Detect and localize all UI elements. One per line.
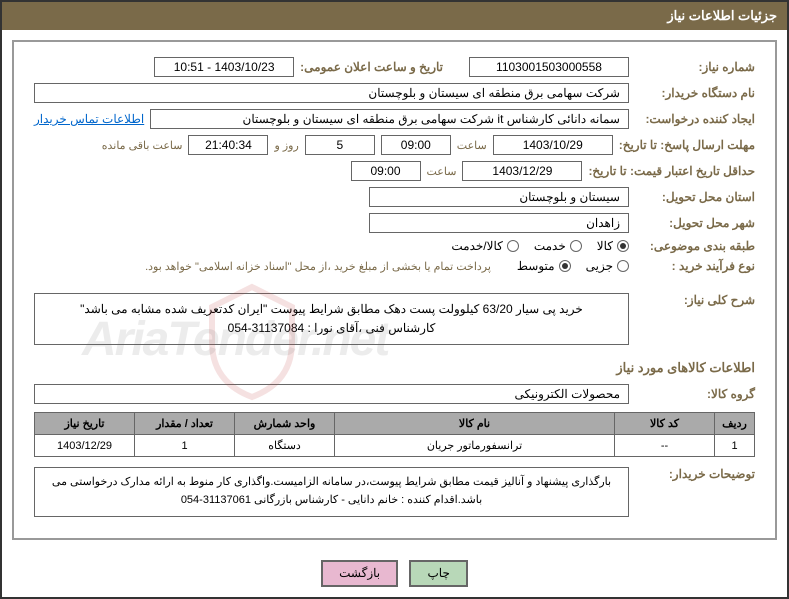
radio-service-icon <box>570 240 582 252</box>
remaining-label: ساعت باقی مانده <box>102 139 183 152</box>
radio-medium[interactable]: متوسط <box>517 259 571 273</box>
panel-header: جزئیات اطلاعات نیاز <box>2 2 787 30</box>
requester-value: سمانه دانائی کارشناس it شرکت سهامی برق م… <box>150 109 629 129</box>
payment-note: پرداخت تمام یا بخشی از مبلغ خرید ،از محل… <box>145 260 491 273</box>
td-unit: دستگاه <box>235 435 335 457</box>
th-unit: واحد شمارش <box>235 413 335 435</box>
radio-service-label: خدمت <box>534 239 566 253</box>
response-time-value: 09:00 <box>381 135 451 155</box>
button-row: چاپ بازگشت <box>2 550 787 597</box>
delivery-province-label: استان محل تحویل: <box>635 190 755 204</box>
radio-minor-label: جزیی <box>586 259 613 273</box>
days-count-value: 5 <box>305 135 375 155</box>
requester-label: ایجاد کننده درخواست: <box>635 112 755 126</box>
radio-goods-label: کالا <box>597 239 613 253</box>
th-qty: تعداد / مقدار <box>135 413 235 435</box>
days-label: روز و <box>274 139 298 152</box>
td-row: 1 <box>715 435 755 457</box>
response-deadline-label: مهلت ارسال پاسخ: تا تاریخ: <box>619 138 755 152</box>
td-name: ترانسفورماتور جریان <box>335 435 615 457</box>
goods-table: ردیف کد کالا نام کالا واحد شمارش تعداد /… <box>34 412 755 457</box>
radio-goods-service[interactable]: کالا/خدمت <box>451 239 518 253</box>
general-desc-label: شرح کلی نیاز: <box>635 293 755 307</box>
delivery-city-value: زاهدان <box>369 213 629 233</box>
price-validity-label: حداقل تاریخ اعتبار قیمت: تا تاریخ: <box>588 164 755 178</box>
radio-minor-icon <box>617 260 629 272</box>
goods-group-value: محصولات الکترونیکی <box>34 384 629 404</box>
radio-service[interactable]: خدمت <box>534 239 582 253</box>
general-desc-line1: خرید پی سیار 63/20 کیلوولت پست دهک مطابق… <box>41 300 622 319</box>
goods-group-label: گروه کالا: <box>635 387 755 401</box>
process-type-label: نوع فرآیند خرید : <box>635 259 755 273</box>
process-radio-group: جزیی متوسط <box>517 259 629 273</box>
price-validity-time: 09:00 <box>351 161 421 181</box>
radio-medium-icon <box>559 260 571 272</box>
back-button[interactable]: بازگشت <box>321 560 398 587</box>
buyer-notes-box: بارگذاری پیشنهاد و آنالیز قیمت مطابق شرا… <box>34 467 629 516</box>
category-radio-group: کالا خدمت کالا/خدمت <box>451 239 629 253</box>
th-code: کد کالا <box>615 413 715 435</box>
table-row: 1 -- ترانسفورماتور جریان دستگاه 1 1403/1… <box>35 435 755 457</box>
time-label-1: ساعت <box>457 139 487 152</box>
th-name: نام کالا <box>335 413 615 435</box>
td-code: -- <box>615 435 715 457</box>
announce-date-value: 1403/10/23 - 10:51 <box>154 57 294 77</box>
radio-goods-service-icon <box>507 240 519 252</box>
general-desc-box: خرید پی سیار 63/20 کیلوولت پست دهک مطابق… <box>34 293 629 345</box>
header-title: جزئیات اطلاعات نیاز <box>667 8 777 23</box>
radio-goods[interactable]: کالا <box>597 239 629 253</box>
time-label-2: ساعت <box>427 165 457 178</box>
td-qty: 1 <box>135 435 235 457</box>
announce-date-label: تاریخ و ساعت اعلان عمومی: <box>300 60 443 74</box>
radio-goods-service-label: کالا/خدمت <box>451 239 502 253</box>
table-header-row: ردیف کد کالا نام کالا واحد شمارش تعداد /… <box>35 413 755 435</box>
category-label: طبقه بندی موضوعی: <box>635 239 755 253</box>
contact-link[interactable]: اطلاعات تماس خریدار <box>34 112 144 126</box>
radio-medium-label: متوسط <box>517 259 555 273</box>
print-button[interactable]: چاپ <box>409 560 467 587</box>
th-date: تاریخ نیاز <box>35 413 135 435</box>
need-number-label: شماره نیاز: <box>635 60 755 74</box>
th-row: ردیف <box>715 413 755 435</box>
td-date: 1403/12/29 <box>35 435 135 457</box>
radio-goods-icon <box>617 240 629 252</box>
response-date-value: 1403/10/29 <box>493 135 613 155</box>
buyer-org-label: نام دستگاه خریدار: <box>635 86 755 100</box>
countdown-value: 21:40:34 <box>188 135 268 155</box>
goods-section-title: اطلاعات کالاهای مورد نیاز <box>34 360 755 376</box>
general-desc-line2: کارشناس فنی ،آقای نورا : 31137084-054 <box>41 319 622 338</box>
need-number-value: 1103001503000558 <box>469 57 629 77</box>
buyer-org-value: شرکت سهامی برق منطقه ای سیستان و بلوچستا… <box>34 83 629 103</box>
price-validity-date: 1403/12/29 <box>462 161 582 181</box>
radio-minor[interactable]: جزیی <box>586 259 629 273</box>
delivery-province-value: سیستان و بلوچستان <box>369 187 629 207</box>
buyer-notes-label: توضیحات خریدار: <box>635 467 755 481</box>
delivery-city-label: شهر محل تحویل: <box>635 216 755 230</box>
